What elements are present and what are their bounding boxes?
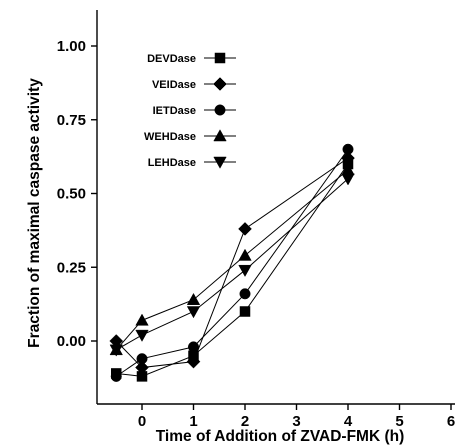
legend-item: IETDase xyxy=(153,104,236,117)
x-tick-label: 1 xyxy=(189,413,197,430)
data-point-square xyxy=(239,306,251,317)
data-point-circle xyxy=(239,288,251,300)
data-point-diamond xyxy=(135,360,149,375)
data-point-triangle-up xyxy=(238,248,252,261)
y-tick-label: 1.00 xyxy=(57,38,86,55)
x-tick-label: 6 xyxy=(447,413,455,430)
series-wehdase xyxy=(109,163,355,356)
x-tick-label: 4 xyxy=(344,413,353,430)
data-point-triangle-down xyxy=(135,329,149,342)
legend: DEVDase VEIDase IETDase WEHDase LEHDase xyxy=(144,52,236,169)
legend-label: VEIDase xyxy=(152,79,196,91)
legend-marker-square xyxy=(214,52,226,64)
legend-item: LEHDase xyxy=(148,156,236,169)
legend-item: VEIDase xyxy=(152,77,236,91)
x-axis-title: Time of Addition of ZVAD-FMK (h) xyxy=(156,428,405,445)
data-point-triangle-down xyxy=(341,173,355,186)
data-point-circle xyxy=(136,353,148,365)
legend-marker-triangle-up xyxy=(213,129,227,142)
legend-label: IETDase xyxy=(153,105,196,117)
y-tick-label: 0.00 xyxy=(57,333,86,350)
data-point-triangle-down xyxy=(186,306,201,319)
x-tick-label: 3 xyxy=(292,413,300,430)
data-point-diamond xyxy=(238,222,252,236)
legend-item: WEHDase xyxy=(144,129,236,143)
series-layer xyxy=(109,143,355,382)
data-point-triangle-up xyxy=(135,313,149,326)
x-tick-label: 2 xyxy=(241,413,249,430)
series-lehdase xyxy=(109,173,355,357)
y-tick-label: 0.25 xyxy=(57,259,86,276)
data-point-triangle-up xyxy=(186,292,201,305)
data-point-circle xyxy=(110,370,122,382)
x-tick-label: 0 xyxy=(138,413,146,430)
x-tick-label: 5 xyxy=(395,413,403,430)
y-tick-label: 0.50 xyxy=(57,186,86,203)
legend-marker-circle xyxy=(214,104,226,116)
series-veidase xyxy=(109,151,355,375)
y-ticks: 0.00 0.25 0.50 0.75 1.00 xyxy=(57,38,97,350)
legend-marker-triangle-down xyxy=(213,156,227,169)
data-point-triangle-down xyxy=(109,344,123,357)
data-point-triangle-down xyxy=(238,264,252,277)
data-point-circle xyxy=(188,341,199,353)
series-ietdase xyxy=(110,143,354,382)
series-line xyxy=(116,163,349,377)
legend-marker-diamond xyxy=(213,77,227,91)
legend-label: WEHDase xyxy=(144,131,196,143)
x-ticks: 0 1 2 3 4 5 6 xyxy=(138,404,455,430)
axes xyxy=(96,10,455,405)
data-point-circle xyxy=(342,143,354,155)
y-axis-title: Fraction of maximal caspase activity xyxy=(26,78,43,348)
series-line xyxy=(116,178,349,351)
legend-label: DEVDase xyxy=(147,53,196,65)
data-point-diamond xyxy=(186,354,201,369)
y-tick-label: 0.75 xyxy=(57,112,86,129)
legend-item: DEVDase xyxy=(147,52,236,65)
legend-label: LEHDase xyxy=(148,157,196,169)
series-line xyxy=(115,157,349,369)
